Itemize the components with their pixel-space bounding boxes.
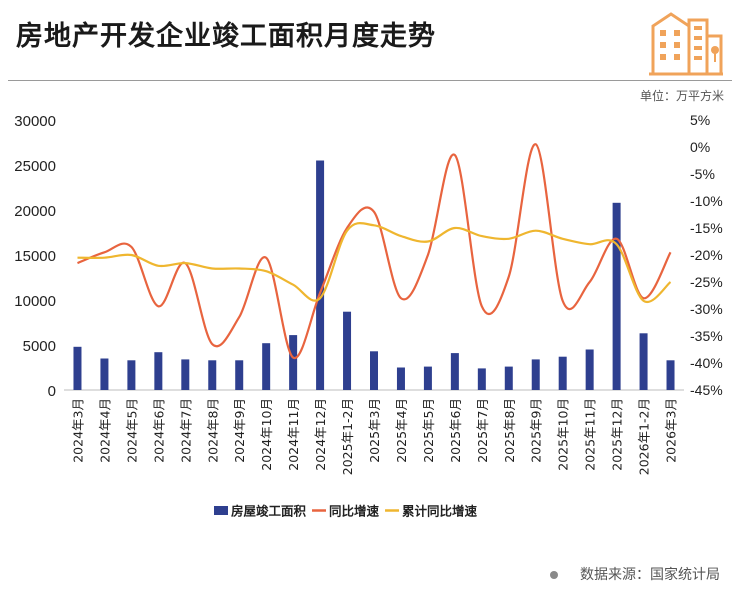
bar: [343, 311, 352, 390]
bar: [370, 351, 378, 390]
x-tick-label: 2025年1-2月: [340, 398, 355, 475]
cumulative-line: [77, 222, 672, 304]
x-tick-label: 2025年7月: [475, 398, 490, 463]
x-tick-label: 2025年10月: [556, 398, 571, 471]
x-tick-label: 2024年10月: [259, 398, 274, 471]
x-tick-label: 2024年12月: [313, 398, 328, 471]
right-tick-label: -20%: [690, 247, 723, 263]
legend-label: 房屋竣工面积: [231, 504, 307, 519]
bar: [558, 356, 567, 390]
x-tick-label: 2024年7月: [178, 398, 193, 463]
x-tick-label: 2025年12月: [610, 398, 625, 471]
bar: [585, 349, 594, 390]
x-tick-label: 2025年3月: [367, 398, 382, 463]
left-tick-label: 5000: [23, 338, 56, 355]
data-source: 数据来源：国家统计局: [550, 564, 720, 584]
yoy-line: [77, 143, 672, 359]
legend-swatch-bar: [214, 506, 228, 515]
x-tick-label: 2025年5月: [421, 398, 436, 463]
bar: [396, 367, 405, 390]
right-tick-label: -10%: [690, 193, 723, 209]
bar: [100, 358, 109, 390]
x-tick-label: 2024年3月: [70, 398, 85, 463]
bar: [316, 160, 325, 390]
right-tick-label: -30%: [690, 301, 723, 317]
building-icon: [649, 12, 723, 76]
x-tick-label: 2026年3月: [664, 398, 679, 463]
bar: [289, 335, 298, 390]
bar: [531, 359, 540, 390]
bar: [127, 360, 136, 390]
right-tick-label: -35%: [690, 328, 723, 344]
right-tick-label: -25%: [690, 274, 723, 290]
left-tick-label: 30000: [14, 113, 56, 130]
bar: [235, 360, 244, 390]
bar: [639, 333, 648, 390]
legend-label: 累计同比增速: [402, 504, 478, 519]
bar: [262, 343, 271, 390]
right-tick-label: 0%: [690, 139, 710, 155]
x-tick-label: 2025年6月: [448, 398, 463, 463]
bar: [666, 360, 675, 390]
x-tick-label: 2024年11月: [286, 398, 301, 471]
right-tick-label: -40%: [690, 355, 723, 371]
x-tick-label: 2024年6月: [151, 398, 166, 463]
bullet-icon: [550, 571, 558, 579]
right-tick-label: -45%: [690, 382, 723, 398]
x-tick-label: 2024年8月: [205, 398, 220, 463]
x-tick-label: 2025年11月: [583, 398, 598, 471]
x-tick-label: 2025年4月: [394, 398, 409, 463]
x-tick-label: 2024年4月: [97, 398, 112, 463]
left-tick-label: 0: [48, 383, 56, 400]
chart: 0 5000 10000 15000 20000 25000 30000 -45% -40% -…: [14, 112, 723, 519]
x-tick-label: 2025年9月: [529, 398, 544, 463]
bar: [504, 366, 513, 390]
left-tick-label: 10000: [14, 293, 56, 310]
right-tick-label: 5%: [690, 112, 710, 128]
x-tick-label: 2024年9月: [232, 398, 247, 463]
left-tick-label: 15000: [14, 248, 56, 265]
source-text: 数据来源：国家统计局: [580, 567, 720, 583]
legend-label: 同比增速: [329, 504, 380, 519]
unit-label: 单位：万平方米: [639, 89, 724, 103]
x-tick-label: 2025年8月: [502, 398, 517, 463]
header-divider: [8, 80, 732, 81]
left-tick-label: 20000: [14, 203, 56, 220]
bar: [208, 360, 217, 390]
page-title: 房地产开发企业竣工面积月度走势: [16, 21, 436, 52]
left-tick-label: 25000: [14, 158, 56, 175]
bar: [477, 368, 486, 390]
bar: [181, 359, 190, 390]
bar: [73, 346, 82, 390]
x-tick-label: 2024年5月: [124, 398, 139, 463]
bar: [154, 352, 163, 390]
right-tick-label: -5%: [690, 166, 715, 182]
bar: [423, 366, 432, 390]
right-tick-label: -15%: [690, 220, 723, 236]
bar: [612, 202, 621, 390]
bar: [450, 353, 459, 390]
x-tick-label: 2026年1-2月: [637, 398, 652, 475]
